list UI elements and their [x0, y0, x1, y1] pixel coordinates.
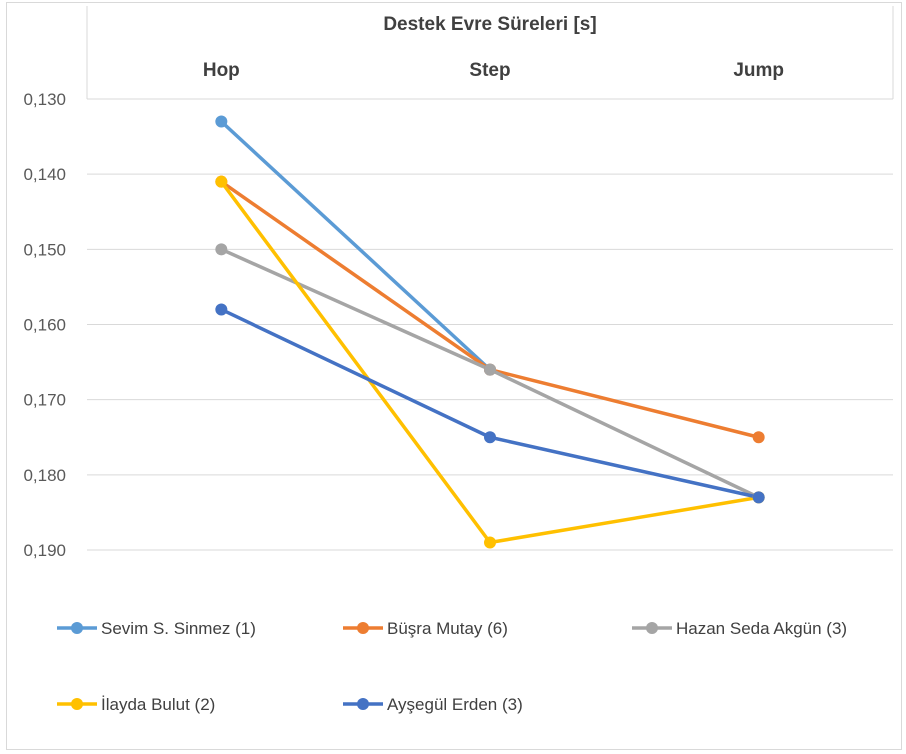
category-labels: Hop Step Jump — [203, 60, 784, 81]
legend-label: Ayşegül Erden (3) — [387, 695, 523, 714]
legend-item: Büşra Mutay (6) — [343, 619, 508, 638]
y-tick-label: 0,170 — [23, 391, 66, 410]
y-tick-label: 0,180 — [23, 466, 66, 485]
y-tick-label: 0,130 — [23, 90, 66, 109]
category-header: Destek Evre Süreleri [s] — [383, 14, 596, 35]
y-tick-label: 0,150 — [23, 240, 66, 259]
data-point — [752, 431, 765, 444]
chart-frame — [6, 2, 902, 750]
legend-label: Büşra Mutay (6) — [387, 619, 508, 638]
category-label: Step — [469, 60, 510, 81]
y-tick-label: 0,160 — [23, 316, 66, 335]
legend-item: Sevim S. Sinmez (1) — [57, 619, 256, 638]
legend-marker — [71, 622, 83, 634]
data-point — [215, 243, 228, 256]
legend-marker — [71, 698, 83, 710]
series-line — [219, 180, 759, 545]
series-line — [220, 120, 492, 371]
legend: Sevim S. Sinmez (1) Büşra Mutay (6) Hazan … — [57, 619, 847, 714]
data-point — [215, 175, 228, 188]
legend-marker — [646, 622, 658, 634]
category-label: Jump — [733, 60, 784, 81]
legend-label: Sevim S. Sinmez (1) — [101, 619, 256, 638]
legend-item: İlayda Bulut (2) — [57, 695, 215, 714]
series-line — [220, 307, 760, 500]
legend-label: İlayda Bulut (2) — [101, 695, 215, 714]
data-point — [215, 115, 228, 128]
y-axis-tick-labels: 0,130 0,140 0,150 0,160 0,170 0,180 0,190 — [23, 90, 66, 560]
y-tick-label: 0,140 — [23, 165, 66, 184]
legend-item: Hazan Seda Akgün (3) — [632, 619, 847, 638]
chart-title: Destek Evre Süreleri [s] — [383, 14, 596, 35]
y-tick-label: 0,190 — [23, 541, 66, 560]
data-point — [215, 303, 228, 316]
data-point — [484, 431, 496, 444]
series-line — [220, 180, 760, 439]
legend-label: Hazan Seda Akgün (3) — [676, 619, 847, 638]
series-lines — [219, 120, 760, 545]
legend-item: Ayşegül Erden (3) — [343, 695, 523, 714]
data-point — [484, 363, 496, 376]
category-label: Hop — [203, 60, 240, 81]
legend-marker — [357, 698, 369, 710]
gridlines — [86, 6, 894, 551]
data-point — [752, 491, 765, 504]
legend-marker — [357, 622, 369, 634]
data-point — [484, 536, 496, 549]
series-points — [215, 115, 765, 549]
